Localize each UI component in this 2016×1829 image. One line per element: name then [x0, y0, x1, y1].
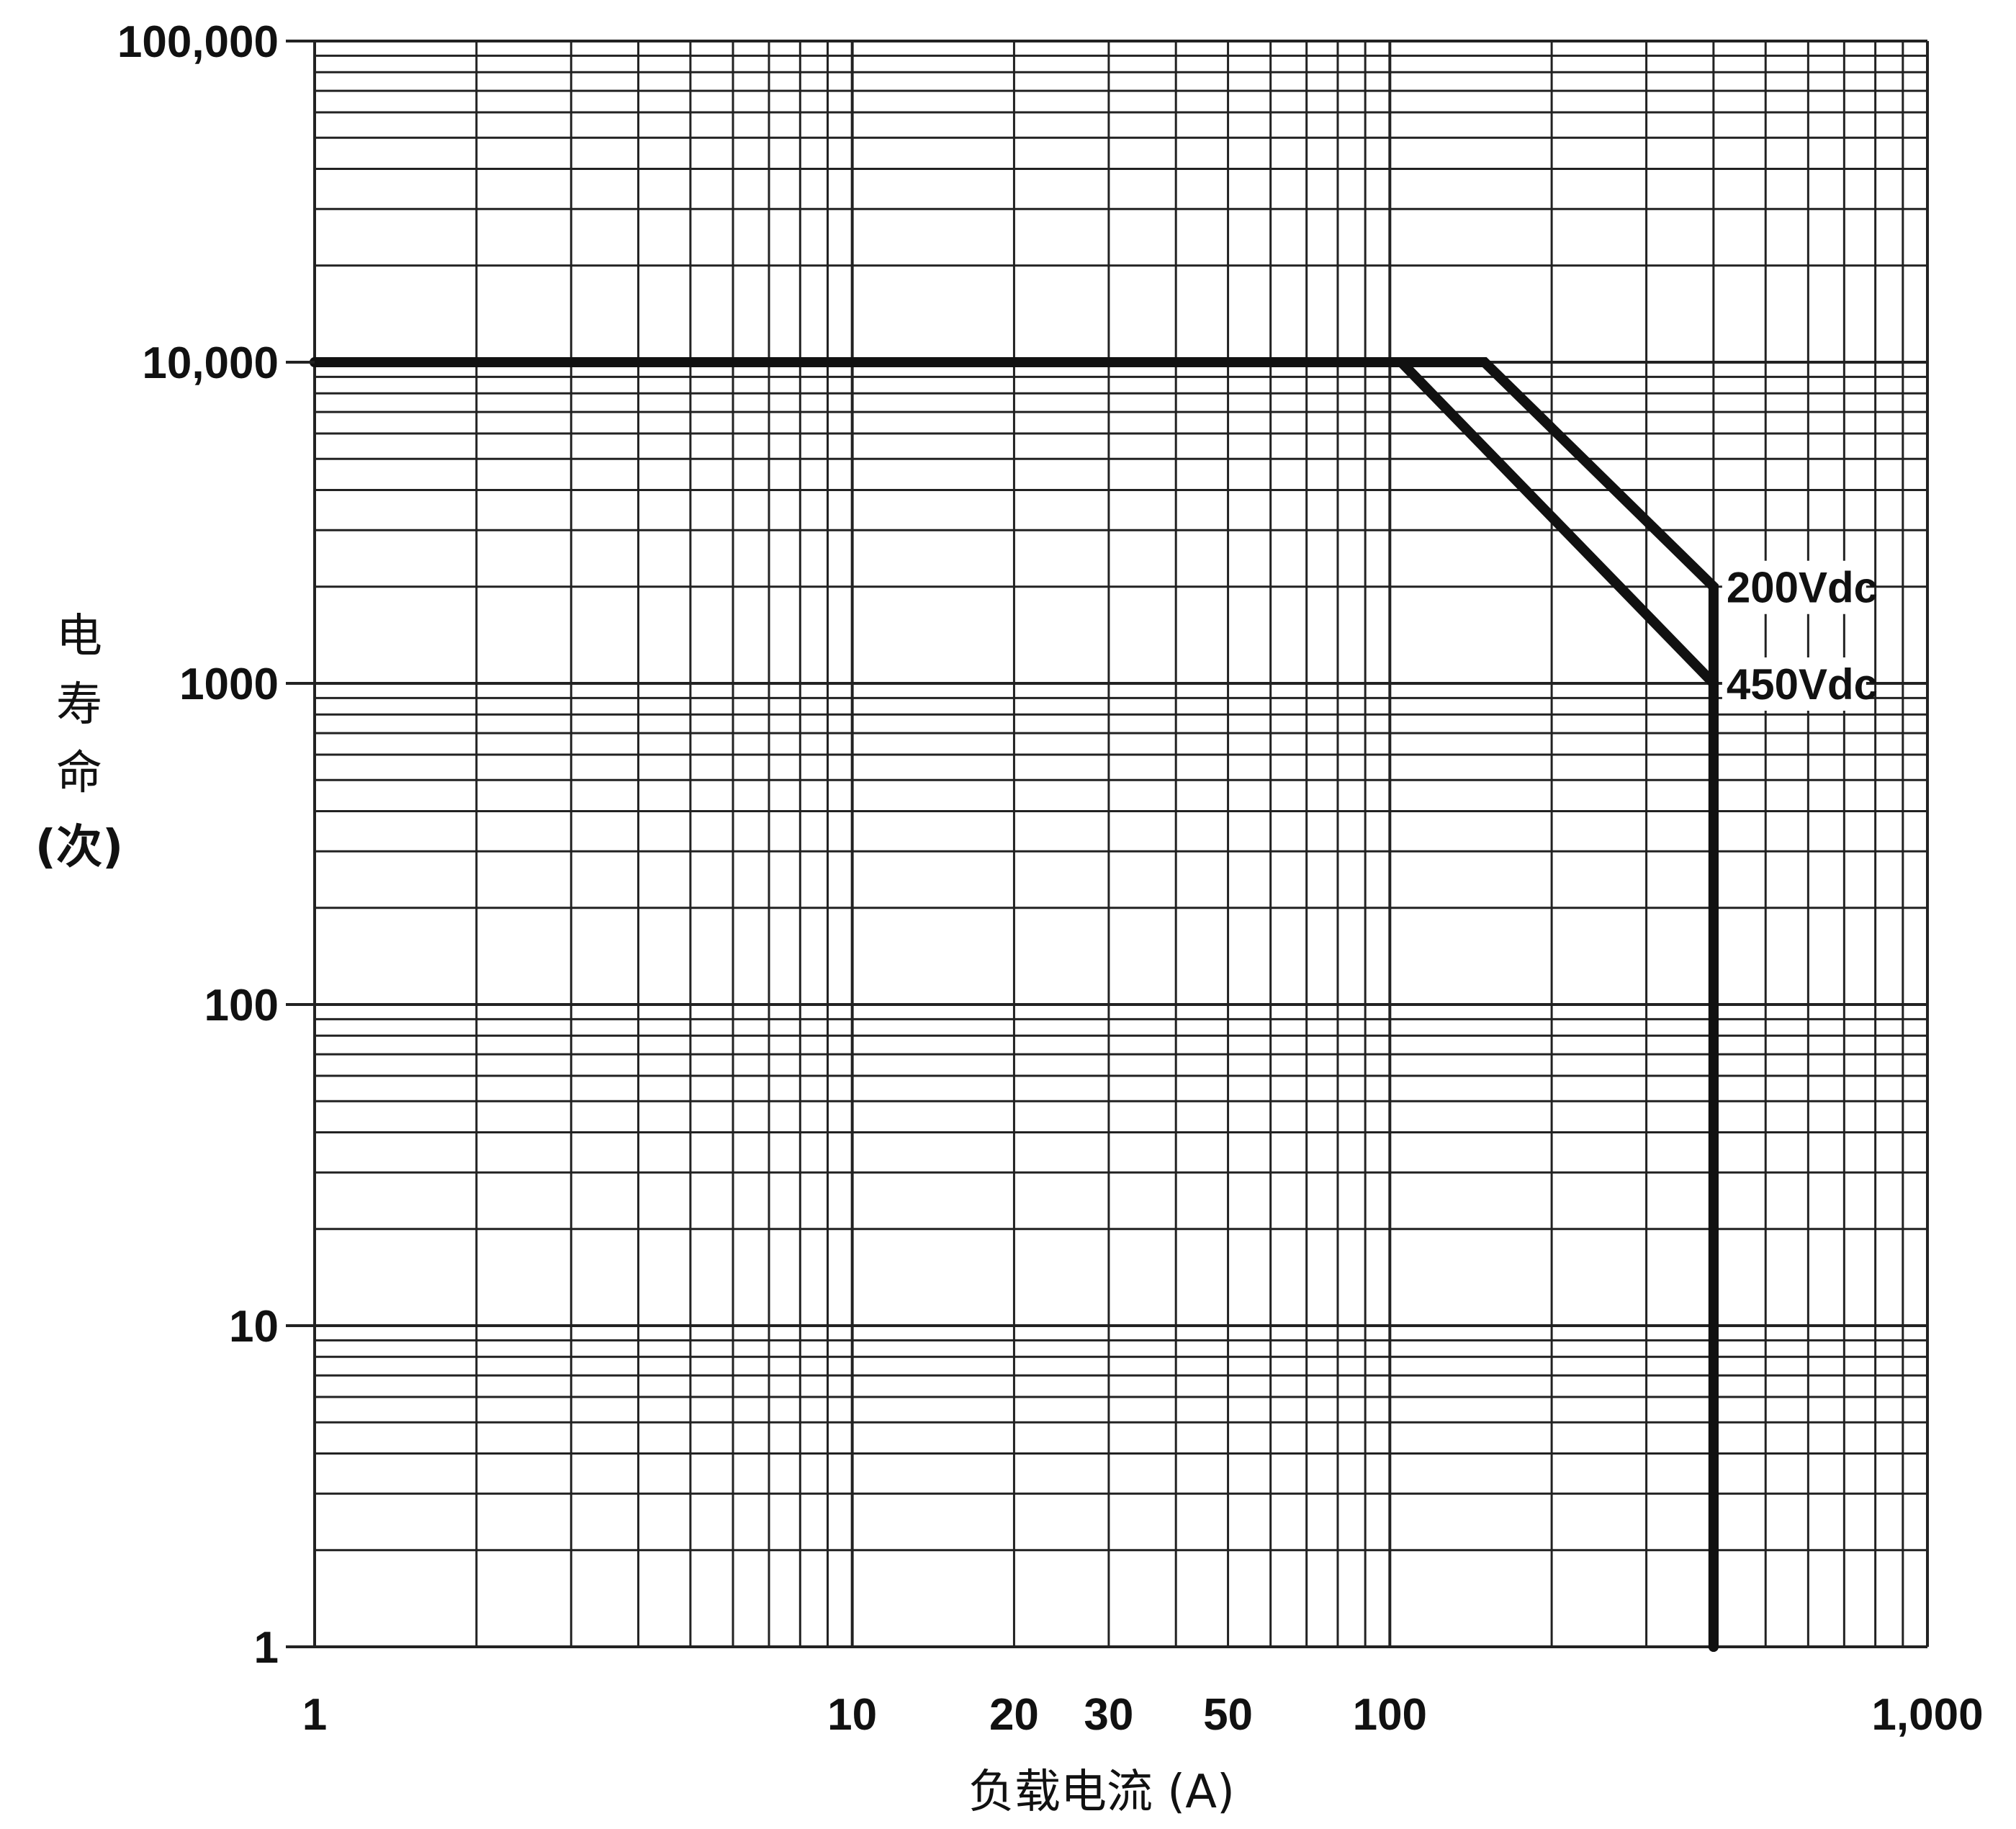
- series-label-1: 450Vdc: [1727, 660, 1878, 709]
- y-axis-title: 电 寿 命 (次): [35, 610, 124, 874]
- series-label-0: 200Vdc: [1727, 564, 1878, 612]
- x-tick-labels: 1 10 20 30 50 100 1,000: [302, 1690, 1984, 1740]
- series-labels: 200Vdc 450Vdc: [1722, 560, 1878, 711]
- y-tick-label: 10: [229, 1302, 279, 1352]
- series-lines: [310, 357, 1719, 1652]
- x-tick-label: 20: [989, 1690, 1039, 1740]
- y-tick-labels: 1 10 100 1000 10,000 100,000: [117, 17, 315, 1673]
- x-axis-title: 负载电流 (A): [968, 1766, 1235, 1819]
- y-tick-label: 10,000: [142, 338, 279, 388]
- y-axis-title-char-3: 命: [56, 747, 102, 800]
- y-axis-title-char-4: (次): [35, 821, 124, 874]
- x-tick-label: 50: [1203, 1690, 1253, 1740]
- x-tick-label: 30: [1084, 1690, 1133, 1740]
- grid: [313, 40, 1929, 1648]
- series-label-background: [1722, 657, 1866, 711]
- y-tick-label: 1: [254, 1623, 279, 1673]
- y-axis-title-char-1: 电: [56, 610, 102, 663]
- series-label-background: [1722, 560, 1866, 614]
- x-tick-label: 10: [827, 1690, 877, 1740]
- y-tick-label: 100: [204, 981, 279, 1030]
- y-tick-label: 100,000: [117, 17, 279, 67]
- y-axis-title-char-2: 寿: [56, 678, 102, 732]
- series-line-1: [310, 357, 1719, 1652]
- x-tick-label: 1,000: [1871, 1690, 1983, 1740]
- x-tick-label: 100: [1353, 1690, 1427, 1740]
- y-tick-label: 1000: [179, 660, 279, 709]
- x-tick-label: 1: [302, 1690, 327, 1740]
